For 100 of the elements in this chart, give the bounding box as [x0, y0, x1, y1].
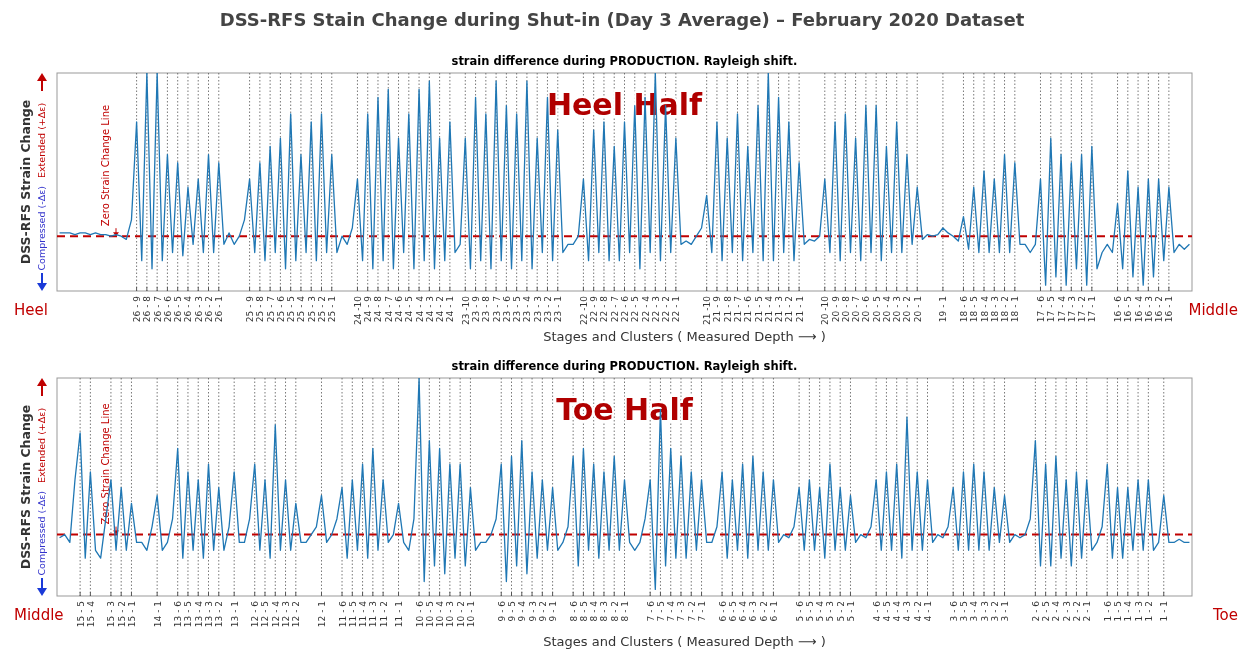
x-tick-label: 22 - 1 — [671, 296, 682, 323]
x-tick-label: 20 - 9 — [830, 295, 841, 323]
x-tick-label: 11 - 5 — [347, 601, 358, 628]
x-tick-label: 22 - 9 — [589, 295, 600, 323]
x-tick-label: 26 - 9 — [132, 295, 143, 323]
x-tick-label: 1 - 5 — [1113, 601, 1124, 622]
x-tick-label: 23 - 3 — [532, 296, 543, 323]
x-tick-label: 23 - 2 — [542, 296, 553, 323]
x-tick-label: 18 - 1 — [1010, 296, 1021, 323]
x-tick-label: 5 - 2 — [835, 601, 846, 622]
x-tick-label: 5 - 1 — [845, 601, 856, 622]
x-tick-label: 17 - 4 — [1056, 295, 1067, 323]
x-tick-label: 24 - 4 — [414, 295, 425, 323]
x-tick-label: 5 - 4 — [815, 600, 826, 622]
x-tick-label: 13 - 5 — [183, 601, 194, 628]
x-tick-label: 20 - 4 — [881, 295, 892, 323]
x-tick-label: 17 - 5 — [1046, 296, 1057, 323]
x-tick-label: 26 - 8 — [142, 295, 153, 323]
x-tick-label: 3 - 3 — [979, 601, 990, 622]
x-tick-label: 25 - 7 — [265, 296, 276, 323]
x-tick-label: 8 - 5 — [578, 601, 589, 622]
x-axis-title: Stages and Clusters ( Measured Depth ⟶ ) — [543, 634, 826, 649]
x-tick-label: 10 - 6 — [414, 600, 425, 628]
x-tick-label: 2 - 2 — [1071, 601, 1082, 622]
x-tick-label: 26 - 7 — [152, 296, 163, 323]
x-tick-label: 20 - 7 — [851, 296, 862, 323]
x-tick-label: 10 - 1 — [465, 601, 476, 628]
x-tick-label: 2 - 4 — [1051, 600, 1062, 622]
x-tick-label: 5 - 3 — [825, 601, 836, 622]
x-tick-label: 25 - 1 — [327, 296, 338, 323]
x-tick-label: 16 - 6 — [1113, 295, 1124, 323]
x-tick-label: 15 - 5 — [75, 601, 86, 628]
x-tick-label: 11 - 4 — [358, 600, 369, 628]
x-tick-label: 7 - 4 — [666, 600, 677, 622]
x-tick-label: 13 - 1 — [229, 601, 240, 628]
y-axis-title: DSS-RFS Strain Change — [18, 99, 33, 265]
x-tick-label: 24 - 5 — [404, 296, 415, 323]
x-tick-label: 8 - 6 — [568, 600, 579, 622]
x-tick-label: 23 -10 — [460, 295, 471, 326]
x-tick-label: 2 - 6 — [1030, 600, 1041, 622]
x-tick-label: 12 - 2 — [291, 601, 302, 628]
x-tick-label: 4 - 6 — [871, 600, 882, 622]
x-tick-label: 21 - 2 — [784, 296, 795, 323]
x-tick-label: 1 - 1 — [1159, 601, 1170, 622]
x-tick-label: 25 - 3 — [306, 296, 317, 323]
x-tick-label: 16 - 2 — [1154, 296, 1165, 323]
text: Extended (+Δε) — [36, 407, 47, 483]
x-tick-label: 23 - 4 — [522, 295, 533, 323]
x-tick-label: 11 - 3 — [368, 601, 379, 628]
x-tick-label: 4 - 2 — [912, 601, 923, 622]
ref-line-label: Zero Strain Change Line — [100, 104, 111, 227]
x-tick-label: 24 - 9 — [363, 295, 374, 323]
x-tick-label: 9 - 4 — [517, 600, 528, 622]
x-tick-label: 16 - 3 — [1143, 296, 1154, 323]
x-tick-label: 14 - 1 — [152, 601, 163, 628]
x-tick-label: 22 - 6 — [620, 295, 630, 323]
x-tick-label: 12 - 3 — [281, 601, 292, 628]
x-tick-label: 24 -10 — [352, 295, 363, 326]
x-tick-label: 25 - 2 — [316, 296, 327, 323]
x-tick-label: 22 - 2 — [661, 296, 672, 323]
x-tick-label: 9 - 2 — [537, 601, 548, 622]
x-tick-label: 26 - 2 — [204, 296, 214, 323]
x-tick-label: 21 -10 — [702, 295, 713, 326]
x-tick-label: 1 - 6 — [1102, 600, 1113, 622]
x-tick-label: 3 - 1 — [1000, 601, 1011, 622]
text: Compressed (-Δε) — [36, 186, 47, 271]
x-tick-label: 21 - 1 — [794, 296, 805, 323]
x-tick-label: 18 - 5 — [969, 296, 980, 323]
text: Middle — [1188, 301, 1238, 319]
x-tick-label: 2 - 5 — [1041, 601, 1052, 622]
chart-subtitle: strain difference during PRODUCTION. Rayleigh shift. — [451, 359, 798, 373]
x-tick-label: 17 - 1 — [1087, 296, 1098, 323]
x-tick-label: 13 - 3 — [204, 601, 214, 628]
x-tick-label: 7 - 1 — [697, 601, 708, 622]
x-tick-label: 26 - 5 — [173, 296, 184, 323]
x-tick-label: 4 - 1 — [923, 601, 934, 622]
x-tick-label: 2 - 1 — [1082, 601, 1093, 622]
x-tick-label: 17 - 3 — [1066, 296, 1077, 323]
x-tick-label: 10 - 3 — [445, 601, 456, 628]
x-tick-label: 7 - 6 — [645, 600, 656, 622]
x-tick-label: 20 - 3 — [892, 296, 903, 323]
x-tick-label: 18 - 3 — [989, 296, 1000, 323]
text: Extended (+Δε) — [36, 102, 47, 178]
x-tick-label: 8 - 2 — [609, 601, 620, 622]
text: Compressed (-Δε) — [36, 491, 47, 576]
x-tick-label: 22 - 8 — [599, 295, 610, 323]
x-tick-label: 22 - 7 — [609, 296, 620, 323]
x-tick-label: 3 - 2 — [989, 601, 1000, 622]
chart-title: DSS-RFS Stain Change during Shut-in (Day 3 Average) – February 2020 Dataset — [219, 9, 1025, 30]
x-tick-label: 5 - 6 — [794, 600, 805, 622]
x-tick-label: 24 - 7 — [383, 296, 394, 323]
x-tick-label: 7 - 5 — [655, 601, 666, 622]
x-tick-label: 6 - 1 — [768, 601, 779, 622]
x-tick-label: 20 - 2 — [902, 296, 913, 323]
x-tick-label: 6 - 5 — [727, 601, 738, 622]
x-tick-label: 17 - 6 — [1036, 295, 1046, 323]
x-tick-label: 24 - 3 — [424, 296, 435, 323]
x-tick-label: 25 - 9 — [245, 295, 256, 323]
x-tick-label: 26 - 1 — [214, 296, 225, 323]
text: Toe — [1211, 606, 1238, 624]
